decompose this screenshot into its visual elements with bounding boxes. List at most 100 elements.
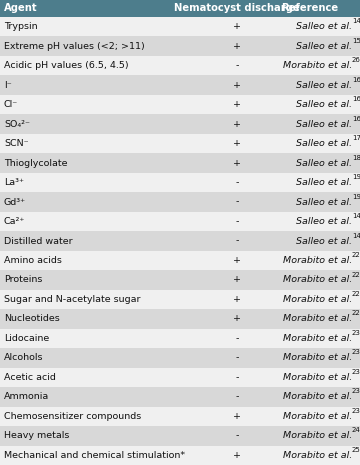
Text: 19: 19 <box>352 174 360 180</box>
Text: 26: 26 <box>352 57 360 63</box>
Text: Chemosensitizer compounds: Chemosensitizer compounds <box>4 412 141 421</box>
Text: 16: 16 <box>352 77 360 83</box>
Text: 17: 17 <box>352 135 360 141</box>
Text: Trypsin: Trypsin <box>4 22 38 31</box>
Text: 22: 22 <box>352 291 360 297</box>
Bar <box>0 329 360 348</box>
Text: Morabito et al.: Morabito et al. <box>283 412 352 421</box>
Text: Salleo et al.: Salleo et al. <box>296 198 352 206</box>
Text: Salleo et al.: Salleo et al. <box>296 178 352 187</box>
Text: -: - <box>235 198 239 206</box>
Text: Ca²⁺: Ca²⁺ <box>4 217 25 226</box>
Text: Salleo et al.: Salleo et al. <box>296 120 352 129</box>
Text: SCN⁻: SCN⁻ <box>4 139 29 148</box>
Bar <box>0 134 360 153</box>
Bar <box>0 348 360 368</box>
Text: +: + <box>233 159 241 167</box>
Text: La³⁺: La³⁺ <box>4 178 24 187</box>
Text: Salleo et al.: Salleo et al. <box>296 237 352 246</box>
Text: Morabito et al.: Morabito et al. <box>283 256 352 265</box>
Bar <box>0 406 360 426</box>
Text: +: + <box>233 139 241 148</box>
Bar <box>0 114 360 134</box>
Text: Salleo et al.: Salleo et al. <box>296 80 352 90</box>
Text: Salleo et al.: Salleo et al. <box>296 159 352 167</box>
Text: Distilled water: Distilled water <box>4 237 73 246</box>
Bar <box>0 212 360 231</box>
Text: -: - <box>235 334 239 343</box>
Text: Nucleotides: Nucleotides <box>4 314 60 324</box>
Text: SO₄²⁻: SO₄²⁻ <box>4 120 30 129</box>
Bar <box>0 426 360 445</box>
Text: +: + <box>233 451 241 460</box>
Bar <box>0 153 360 173</box>
Text: Morabito et al.: Morabito et al. <box>283 373 352 382</box>
Text: +: + <box>233 80 241 90</box>
Bar <box>0 193 360 212</box>
Text: -: - <box>235 431 239 440</box>
Text: -: - <box>235 237 239 246</box>
Text: 18: 18 <box>352 155 360 160</box>
Text: Heavy metals: Heavy metals <box>4 431 69 440</box>
Text: 23: 23 <box>352 408 360 414</box>
Bar <box>0 56 360 75</box>
Text: +: + <box>233 275 241 285</box>
Text: Salleo et al.: Salleo et al. <box>296 217 352 226</box>
Text: 23: 23 <box>352 369 360 375</box>
Text: 23: 23 <box>352 388 360 394</box>
Bar <box>0 95 360 114</box>
Bar <box>0 231 360 251</box>
Text: -: - <box>235 392 239 401</box>
Text: 16: 16 <box>352 96 360 102</box>
Text: Morabito et al.: Morabito et al. <box>283 275 352 285</box>
Bar <box>0 251 360 270</box>
Text: Morabito et al.: Morabito et al. <box>283 295 352 304</box>
Text: +: + <box>233 256 241 265</box>
Text: +: + <box>233 42 241 51</box>
Text: Extreme pH values (<2; >11): Extreme pH values (<2; >11) <box>4 42 145 51</box>
Text: Acidic pH values (6.5, 4.5): Acidic pH values (6.5, 4.5) <box>4 61 129 70</box>
Text: Thioglycolate: Thioglycolate <box>4 159 68 167</box>
Text: +: + <box>233 100 241 109</box>
Text: -: - <box>235 61 239 70</box>
Text: Morabito et al.: Morabito et al. <box>283 334 352 343</box>
Text: 14: 14 <box>352 232 360 239</box>
Text: 19: 19 <box>352 193 360 199</box>
Text: 15: 15 <box>352 38 360 44</box>
Bar <box>0 0 360 17</box>
Text: Ammonia: Ammonia <box>4 392 49 401</box>
Text: Mechanical and chemical stimulation*: Mechanical and chemical stimulation* <box>4 451 185 460</box>
Text: Cl⁻: Cl⁻ <box>4 100 18 109</box>
Text: I⁻: I⁻ <box>4 80 12 90</box>
Text: Morabito et al.: Morabito et al. <box>283 451 352 460</box>
Bar <box>0 75 360 95</box>
Text: 14: 14 <box>352 213 360 219</box>
Bar <box>0 445 360 465</box>
Text: +: + <box>233 22 241 31</box>
Text: Proteins: Proteins <box>4 275 42 285</box>
Text: 23: 23 <box>352 330 360 336</box>
Text: 22: 22 <box>352 311 360 317</box>
Text: Salleo et al.: Salleo et al. <box>296 139 352 148</box>
Bar <box>0 270 360 290</box>
Text: Morabito et al.: Morabito et al. <box>283 392 352 401</box>
Text: Salleo et al.: Salleo et al. <box>296 42 352 51</box>
Text: Amino acids: Amino acids <box>4 256 62 265</box>
Text: 24: 24 <box>352 427 360 433</box>
Text: +: + <box>233 314 241 324</box>
Text: +: + <box>233 412 241 421</box>
Text: Reference: Reference <box>282 4 338 13</box>
Text: Morabito et al.: Morabito et al. <box>283 431 352 440</box>
Bar <box>0 36 360 56</box>
Bar <box>0 368 360 387</box>
Text: Nematocyst discharge: Nematocyst discharge <box>174 4 300 13</box>
Bar <box>0 387 360 406</box>
Text: 16,17: 16,17 <box>352 116 360 122</box>
Text: Salleo et al.: Salleo et al. <box>296 100 352 109</box>
Text: +: + <box>233 120 241 129</box>
Text: -: - <box>235 217 239 226</box>
Bar <box>0 309 360 329</box>
Text: -: - <box>235 373 239 382</box>
Text: -: - <box>235 178 239 187</box>
Text: Gd³⁺: Gd³⁺ <box>4 198 26 206</box>
